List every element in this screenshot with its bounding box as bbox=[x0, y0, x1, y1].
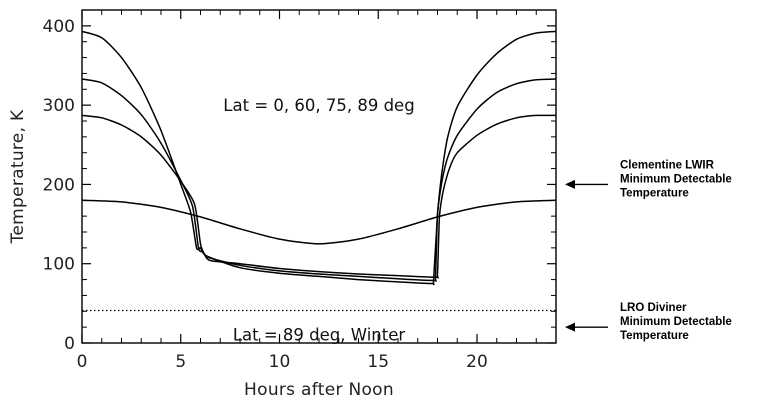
y-tick-label: 300 bbox=[43, 96, 75, 116]
side-notes: Clementine LWIR Minimum Detectable Tempera… bbox=[565, 159, 732, 342]
x-axis-title: Hours after Noon bbox=[244, 380, 394, 400]
side-note-line: Minimum Detectable bbox=[620, 316, 732, 328]
temperature-curve-lat-0 bbox=[81, 30, 557, 286]
temperature-curve-lat-89 bbox=[81, 199, 557, 245]
x-tick-label: 5 bbox=[175, 352, 186, 372]
side-note-line: Clementine LWIR bbox=[620, 159, 715, 171]
y-axis-ticks: 0 100 200 300 400 bbox=[43, 9, 556, 354]
side-note-line: LRO Diviner bbox=[620, 302, 687, 314]
x-axis-ticks: 0 5 10 15 20 bbox=[77, 10, 537, 372]
latitudes-annotation: Lat = 0, 60, 75, 89 deg bbox=[223, 96, 414, 115]
plot-frame bbox=[81, 9, 557, 344]
y-tick-label: 100 bbox=[43, 255, 75, 275]
temperature-curve-lat-60 bbox=[81, 78, 557, 282]
side-note-line: Temperature bbox=[620, 330, 689, 342]
x-tick-label: 20 bbox=[466, 352, 488, 372]
y-tick-label: 200 bbox=[43, 175, 75, 195]
x-tick-label: 10 bbox=[269, 352, 291, 372]
y-tick-label: 400 bbox=[43, 17, 75, 37]
side-note-arrowhead bbox=[565, 322, 575, 332]
temperature-curve-lat-75 bbox=[81, 114, 557, 279]
y-axis-title: Temperature, K bbox=[8, 109, 28, 244]
x-tick-label: 15 bbox=[367, 352, 389, 372]
side-note-line: Temperature bbox=[620, 187, 689, 199]
side-note-arrowhead bbox=[565, 179, 575, 189]
winter-annotation: Lat = 89 deg, Winter bbox=[233, 325, 406, 344]
side-note-line: Minimum Detectable bbox=[620, 173, 732, 185]
y-tick-label: 0 bbox=[64, 334, 75, 354]
temperature-curves bbox=[81, 30, 557, 286]
x-tick-label: 0 bbox=[77, 352, 88, 372]
